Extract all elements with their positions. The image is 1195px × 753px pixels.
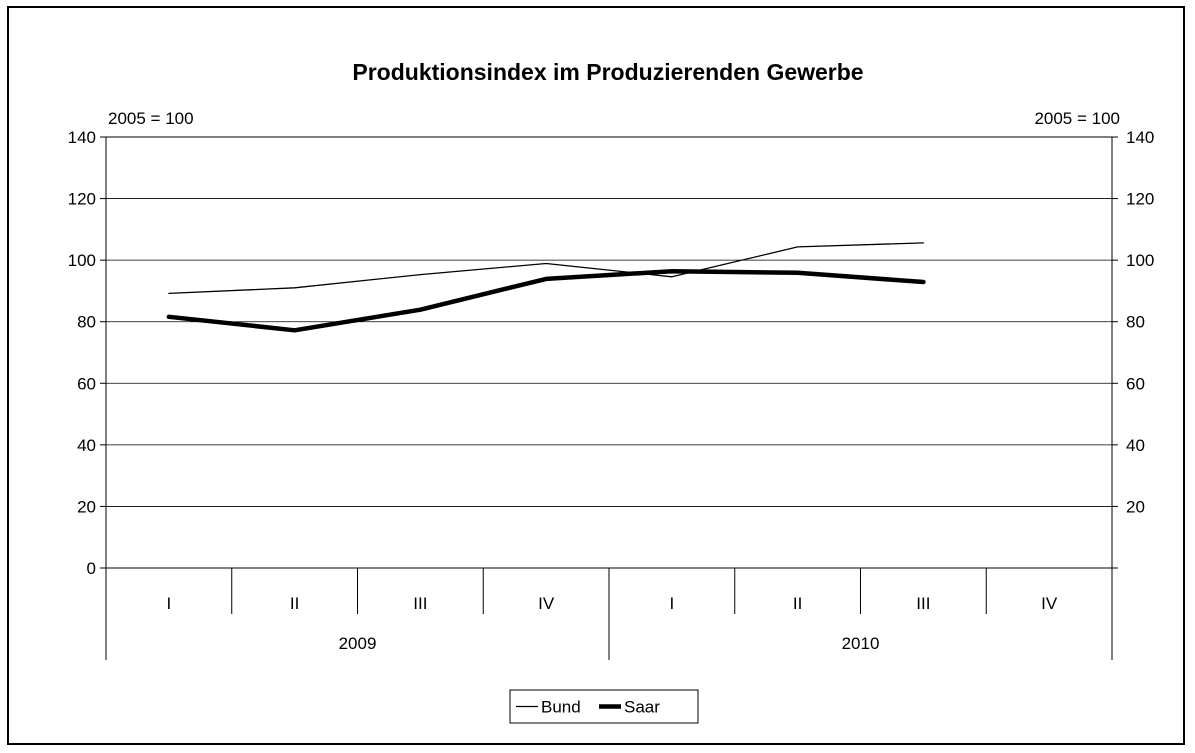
left-unit-label: 2005 = 100 [108,109,194,128]
x-category-label: I [670,594,675,613]
y-tick-label-right: 120 [1126,190,1154,209]
right-unit-label: 2005 = 100 [1034,109,1120,128]
y-tick-label-left: 100 [68,251,96,270]
grid-layer [105,136,1113,569]
y-tick-label-left: 120 [68,190,96,209]
x-group-label: 2009 [339,634,377,653]
legend: Bund Saar [509,689,699,724]
x-category-label: IV [538,594,555,613]
y-tick-label-right: 140 [1126,128,1154,147]
y-tick-label-left: 140 [68,128,96,147]
series-line-bund [168,242,925,295]
y-tick-label-right: 80 [1126,313,1145,332]
x-group-label: 2010 [842,634,880,653]
y-tick-label-left: 80 [77,313,96,332]
chart-frame [7,6,1185,745]
x-category-label: III [413,594,427,613]
y-tick-label-left: 40 [77,436,96,455]
y-tick-label-right: 60 [1126,374,1145,393]
x-category-label: II [290,594,299,613]
y-tick-label-left: 0 [87,559,96,578]
legend-label-bund: Bund [541,698,581,717]
plot-area [105,136,1113,569]
chart-title: Produktionsindex im Produzierenden Gewer… [352,59,863,85]
x-category-label: IV [1041,594,1058,613]
x-category-label: I [167,594,172,613]
y-tick-label-right: 20 [1126,497,1145,516]
series-line-saar [166,268,926,333]
legend-label-saar: Saar [624,698,660,717]
y-tick-label-right: 40 [1126,436,1145,455]
y-tick-label-left: 60 [77,374,96,393]
x-category-label: II [793,594,802,613]
series-layer [166,242,926,333]
y-tick-label-right: 100 [1126,251,1154,270]
y-tick-label-left: 20 [77,497,96,516]
x-category-label: III [916,594,930,613]
